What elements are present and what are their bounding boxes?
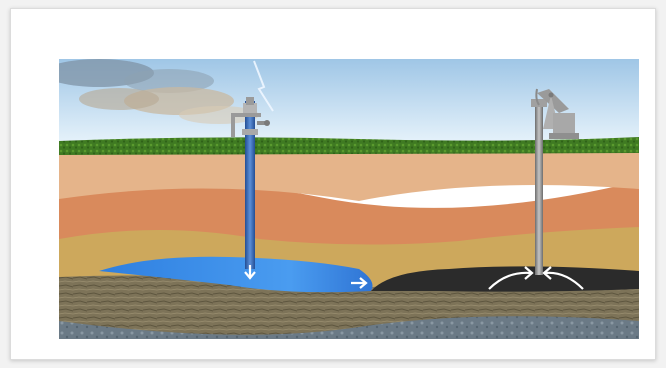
flow-arrow-icon bbox=[488, 266, 534, 290]
topsoil-layer bbox=[59, 151, 639, 201]
clay-layer bbox=[59, 180, 639, 245]
flow-arrow-icon bbox=[542, 266, 584, 290]
injection-well-icon bbox=[231, 97, 270, 269]
oil-reservoir bbox=[371, 266, 639, 292]
lightning bbox=[253, 60, 274, 112]
clouds bbox=[59, 59, 259, 124]
flow-arrow-icon bbox=[351, 277, 368, 289]
oil-recovery-diagram bbox=[59, 59, 639, 339]
bedrock-layer bbox=[59, 265, 639, 335]
grass-layer bbox=[59, 137, 639, 155]
pumpjack-icon bbox=[531, 88, 579, 275]
water-reservoir bbox=[99, 256, 373, 293]
figure-card bbox=[10, 8, 656, 360]
flow-arrow-icon bbox=[244, 265, 256, 280]
